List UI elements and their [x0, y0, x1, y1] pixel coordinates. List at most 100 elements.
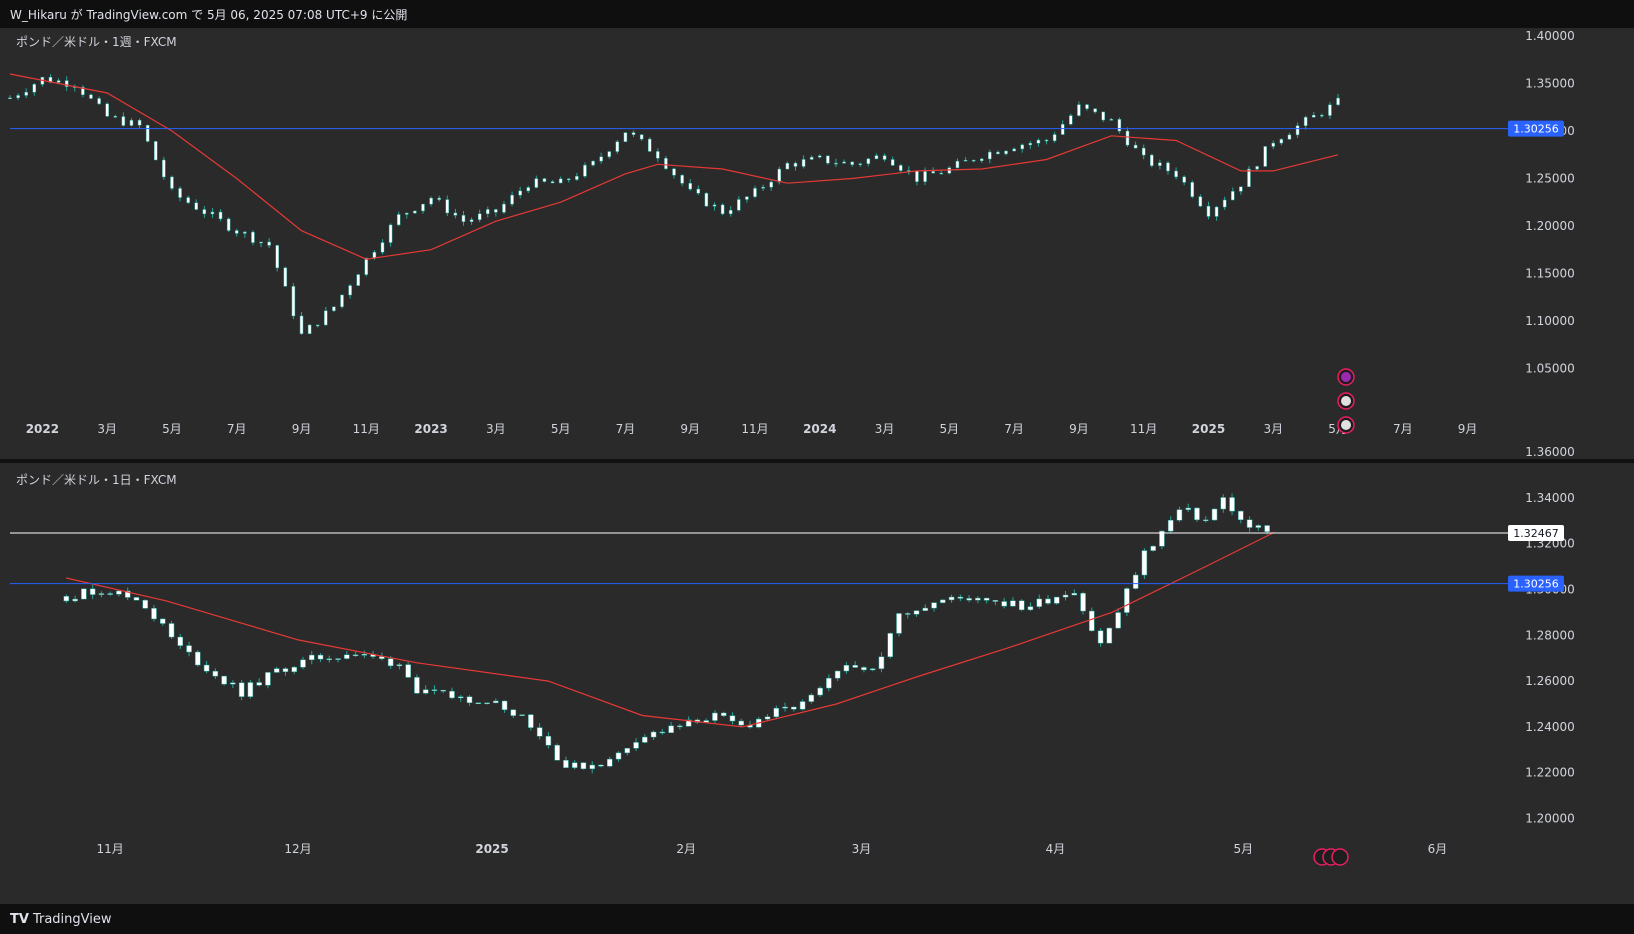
- candle-body: [615, 141, 620, 152]
- lightning-badge-icon-inner: [1341, 372, 1351, 382]
- x-tick-label: 6月: [1428, 842, 1448, 856]
- candle-body: [510, 194, 514, 205]
- x-tick-label: 11月: [97, 842, 124, 856]
- tradingview-logo[interactable]: TV TradingView: [10, 912, 111, 927]
- candle-body: [534, 178, 539, 188]
- x-tick-label: 5月: [162, 422, 182, 436]
- x-tick-label: 7月: [616, 422, 636, 436]
- candle-body: [931, 171, 935, 174]
- candle-body: [905, 613, 911, 615]
- candle-body: [1125, 130, 1130, 146]
- candle-body: [631, 132, 636, 135]
- candle-body: [896, 613, 902, 634]
- candle-body: [469, 219, 474, 222]
- candle-body: [656, 151, 660, 159]
- candle-body: [1214, 206, 1219, 217]
- candle-body: [1101, 111, 1105, 121]
- candle-body: [145, 125, 150, 142]
- weekly-chart-panel[interactable]: 1.400001.350001.300001.250001.200001.150…: [8, 29, 1575, 436]
- y-tick-label: 1.28000: [1525, 628, 1575, 642]
- x-tick-label: 7月: [1004, 422, 1024, 436]
- daily-panel-bg: [0, 462, 1634, 904]
- candle-body: [1287, 134, 1292, 140]
- x-tick-label: 3月: [97, 422, 117, 436]
- y-tick-label: 1.10000: [1525, 314, 1575, 328]
- candle-body: [129, 119, 134, 126]
- candle-body: [793, 162, 798, 167]
- candle-body: [449, 690, 455, 699]
- x-tick-label: 9月: [680, 422, 700, 436]
- candle-body: [317, 654, 324, 660]
- candle-body: [151, 608, 157, 620]
- candle-body: [899, 165, 903, 171]
- daily-chart-title: ポンド／米ドル・1日・FXCM: [16, 473, 177, 487]
- candle-body: [396, 664, 403, 667]
- candle-body: [1106, 627, 1113, 644]
- candle-body: [440, 690, 446, 692]
- panel-divider[interactable]: [0, 459, 1634, 463]
- candle-body: [1328, 104, 1332, 116]
- candle-body: [861, 667, 867, 671]
- daily-chart-panel[interactable]: 1.360001.340001.320001.300001.280001.260…: [10, 445, 1575, 866]
- x-tick-label: 3月: [875, 422, 895, 436]
- candle-body: [388, 224, 393, 243]
- candle-body: [580, 762, 587, 770]
- candle-body: [672, 168, 676, 176]
- y-tick-label: 1.40000: [1525, 29, 1575, 43]
- candle-body: [979, 158, 984, 161]
- candle-body: [501, 700, 508, 710]
- candle-body: [32, 84, 37, 93]
- candle-body: [510, 709, 517, 716]
- candle-body: [992, 600, 999, 602]
- candle-body: [1012, 148, 1016, 152]
- candle-body: [571, 762, 578, 768]
- candle-body: [324, 310, 328, 326]
- candle-body: [1198, 196, 1203, 207]
- candle-body: [809, 156, 814, 160]
- candle-body: [372, 252, 377, 259]
- moving-average-line: [9, 73, 1339, 260]
- candle-body: [528, 714, 534, 728]
- candle-body: [1239, 186, 1243, 192]
- candle-body: [243, 231, 247, 234]
- candle-body: [1060, 124, 1065, 135]
- x-tick-label: 9月: [1069, 422, 1089, 436]
- candle-body: [265, 672, 271, 686]
- candle-body: [81, 588, 87, 600]
- x-tick-label: 5月: [940, 422, 960, 436]
- candle-body: [1271, 142, 1276, 147]
- publish-header: W_Hikaru が TradingView.com で 5月 06, 2025…: [0, 0, 1634, 28]
- candle-body: [745, 196, 749, 200]
- candle-body: [202, 209, 207, 215]
- candle-body: [817, 687, 823, 696]
- x-tick-label: 3月: [486, 422, 506, 436]
- candle-body: [1231, 191, 1235, 201]
- candle-body: [971, 159, 976, 162]
- candle-body: [826, 155, 830, 164]
- candle-body: [291, 286, 296, 317]
- candle-body: [728, 209, 733, 215]
- candle-body: [177, 636, 184, 646]
- x-tick-label: 3月: [852, 842, 872, 856]
- candle-body: [858, 163, 863, 165]
- candle-body: [738, 720, 744, 726]
- candle-body: [818, 155, 822, 158]
- candle-body: [194, 202, 198, 210]
- candle-body: [1028, 143, 1033, 146]
- candle-body: [1312, 114, 1316, 118]
- candle-body: [461, 215, 466, 222]
- candle-body: [72, 598, 78, 602]
- candle-body: [178, 188, 182, 198]
- candle-body: [782, 706, 788, 709]
- us-flag-badge-icon-inner: [1341, 396, 1351, 406]
- candle-body: [720, 204, 725, 215]
- x-tick-label: 2024: [803, 422, 836, 436]
- candle-body: [142, 599, 148, 609]
- candle-body: [63, 596, 70, 602]
- support-price-label: 1.30256: [1513, 578, 1559, 591]
- current-price-label: 1.32467: [1513, 527, 1559, 540]
- candle-body: [1018, 600, 1025, 611]
- candle-body: [712, 712, 718, 721]
- candle-body: [1255, 166, 1259, 170]
